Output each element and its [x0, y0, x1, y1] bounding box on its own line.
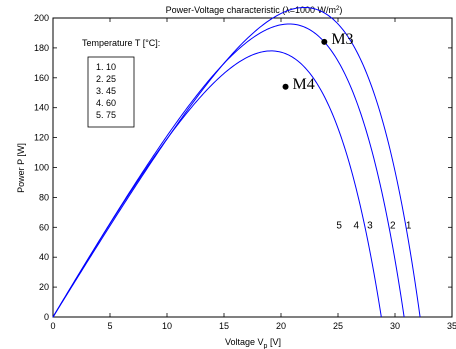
annotation-points: M3 M4 — [282, 31, 354, 93]
legend-box — [87, 56, 135, 128]
legend-entry: 3. 45 — [96, 86, 116, 96]
y-tick-label: 140 — [34, 103, 49, 113]
legend-entry: 2. 25 — [96, 74, 116, 84]
curve-label: 2 — [390, 220, 396, 231]
y-tick-label: 180 — [34, 43, 49, 53]
y-tick-label: 100 — [34, 163, 49, 173]
legend-entry: 1. 10 — [96, 62, 116, 72]
y-tick-label: 120 — [34, 133, 49, 143]
y-tick-label: 0 — [44, 312, 49, 322]
x-tick-label: 25 — [333, 321, 343, 331]
series-line-3 — [52, 50, 382, 318]
curve-label: 5 — [336, 220, 342, 231]
x-tick-label: 0 — [50, 321, 55, 331]
legend-title: Temperature T [°C]: — [82, 38, 160, 48]
chart-title: Power-Voltage characteristic (λ=1000 W/m… — [166, 5, 343, 15]
y-tick-label: 160 — [34, 73, 49, 83]
series-line-1 — [52, 6, 421, 318]
y-tick-label: 20 — [39, 282, 49, 292]
x-tick-label: 15 — [219, 321, 229, 331]
curve-labels: 12 345 — [336, 220, 412, 231]
x-tick-label: 35 — [447, 321, 456, 331]
annotation-label: M4 — [293, 76, 315, 93]
x-tick-label: 5 — [107, 321, 112, 331]
annotation-point — [282, 83, 289, 90]
legend-entry: 5. 75 — [96, 110, 116, 120]
y-tick-label: 60 — [39, 222, 49, 232]
legend-entry: 4. 60 — [96, 98, 116, 108]
annotation-label: M3 — [331, 31, 353, 48]
x-tick-label: 30 — [390, 321, 400, 331]
legend-entries: 1. 10 2. 25 3. 45 4. 60 5. 75 — [96, 62, 116, 120]
annotation-point — [321, 38, 328, 45]
x-tick-label: 20 — [276, 321, 286, 331]
x-tick-label: 10 — [162, 321, 172, 331]
curves — [52, 6, 421, 318]
curve-label: 1 — [406, 220, 412, 231]
axis-ticks: 0 5 10 15 20 25 30 3502040608010012014016018020… — [34, 13, 456, 331]
y-tick-label: 40 — [39, 252, 49, 262]
curve-label: 3 — [367, 220, 373, 231]
y-tick-label: 200 — [34, 13, 49, 23]
y-axis-label: Power P [W] — [16, 143, 26, 193]
x-axis-label: Voltage Vp [V] — [225, 337, 281, 349]
y-tick-label: 80 — [39, 192, 49, 202]
curve-label: 4 — [353, 220, 359, 231]
